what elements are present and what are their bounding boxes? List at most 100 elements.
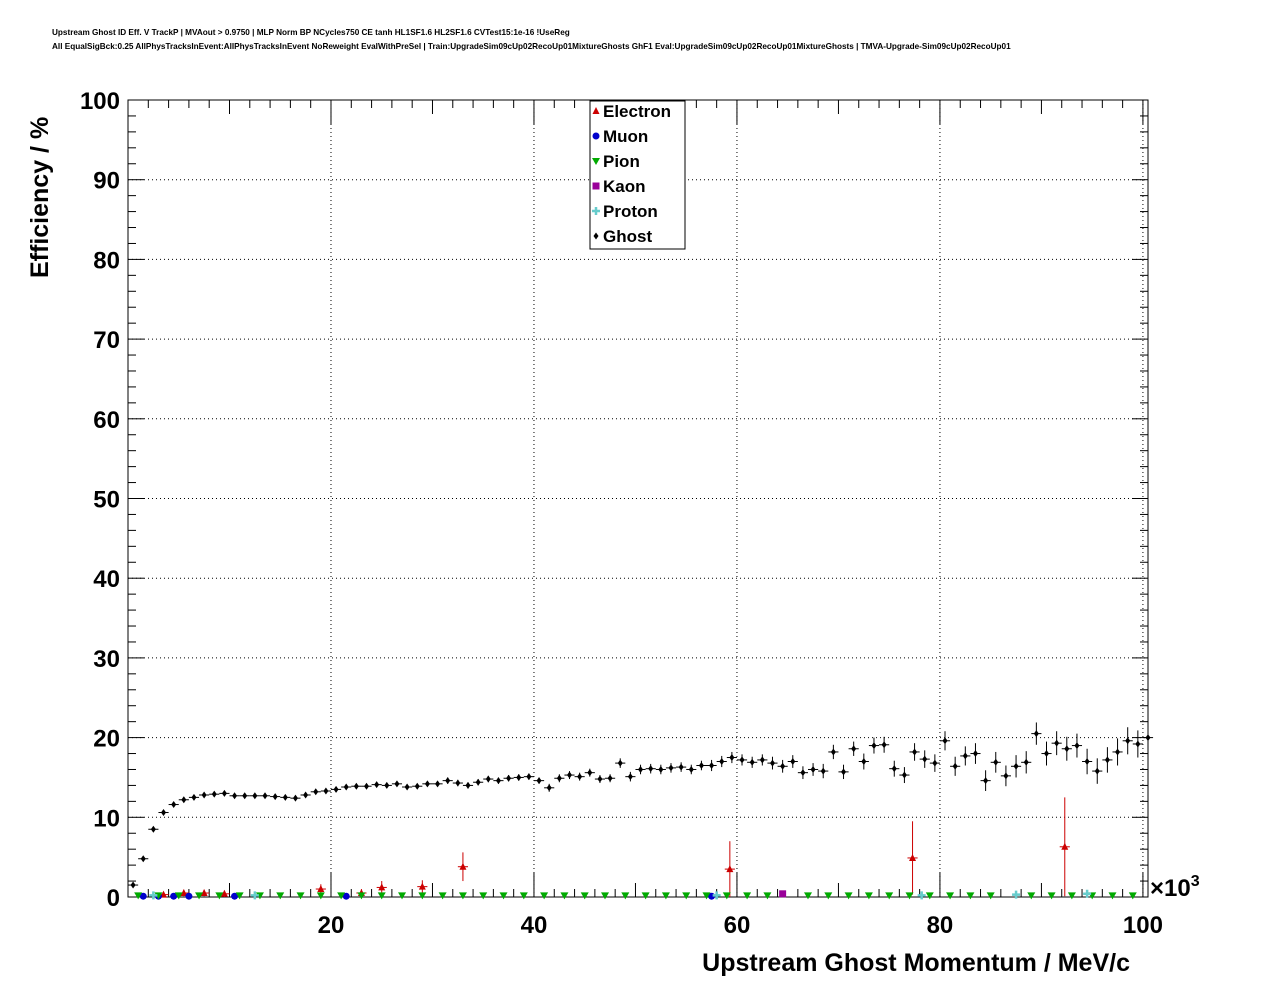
ghost-point [881, 741, 887, 749]
pion-point [134, 892, 143, 900]
ghost-point [922, 755, 928, 763]
ghost-point [404, 783, 410, 791]
ghost-point [709, 761, 715, 769]
pion-point [702, 892, 711, 900]
ghost-point [282, 793, 288, 801]
pion-point [418, 892, 427, 900]
muon-point [231, 892, 239, 900]
ghost-point [749, 758, 755, 766]
ghost-point [303, 791, 309, 799]
y-tick-label: 100 [80, 88, 120, 115]
ghost-point [211, 790, 217, 798]
ghost-point [952, 762, 958, 770]
x-tick-label: 100 [1123, 912, 1163, 939]
ghost-point [841, 768, 847, 776]
pion-point [905, 892, 914, 900]
pion-point [641, 892, 650, 900]
legend-label-muon: Muon [603, 127, 648, 146]
series-pion [134, 892, 1137, 900]
x-tick-label: 60 [724, 912, 751, 939]
y-tick-label: 60 [93, 407, 120, 434]
ghost-point [455, 779, 461, 787]
ghost-point [780, 762, 786, 770]
legend-label-proton: Proton [603, 202, 658, 221]
ghost-point [739, 756, 745, 764]
ghost-point [617, 759, 623, 767]
electron-point [378, 883, 386, 891]
legend-marker-kaon [592, 182, 600, 190]
kaon-point [779, 890, 787, 898]
ghost-point [485, 775, 491, 783]
ghost-point [516, 773, 522, 781]
pion-point [1067, 892, 1076, 900]
y-tick-label: 80 [93, 247, 120, 274]
ghost-point [901, 771, 907, 779]
ghost-point [1135, 740, 1141, 748]
pion-point [458, 892, 467, 900]
x-tick-label: 40 [521, 912, 548, 939]
y-tick-label: 30 [93, 646, 120, 673]
ghost-point [475, 778, 481, 786]
legend-marker-proton [592, 207, 600, 215]
ghost-point [323, 787, 329, 795]
ghost-point [1115, 748, 1121, 756]
ghost-point [536, 777, 542, 785]
ghost-point [1003, 772, 1009, 780]
chart-title-block: Upstream Ghost ID Eff. V TrackP | MVAout… [52, 26, 1262, 54]
legend-label-pion: Pion [603, 152, 640, 171]
proton-point [1083, 889, 1092, 898]
electron-point [459, 862, 467, 870]
ghost-point [364, 782, 370, 790]
ghost-point [851, 745, 857, 753]
ghost-point [912, 748, 918, 756]
y-tick-label: 50 [93, 487, 120, 514]
ghost-point [242, 792, 248, 800]
legend-marker-muon [592, 132, 600, 140]
ghost-point [424, 780, 430, 788]
legend-marker-ghost [593, 232, 599, 240]
ghost-point [759, 756, 765, 764]
pion-point [398, 892, 407, 900]
ghost-point [556, 774, 562, 782]
y-tick-label: 40 [93, 566, 120, 593]
ghost-point [871, 742, 877, 750]
series-ghost [128, 722, 1154, 889]
x-tick-label: 80 [927, 912, 954, 939]
pion-point [864, 892, 873, 900]
muon-point [342, 892, 350, 900]
ghost-point [658, 765, 664, 773]
ghost-point [820, 767, 826, 775]
ghost-point [150, 825, 156, 833]
grid-layer [128, 100, 1148, 897]
electron-point [1061, 842, 1069, 850]
x-axis-exponent: ×103 [1150, 873, 1200, 902]
ghost-point [577, 773, 583, 781]
pion-point [195, 892, 204, 900]
ghost-point [861, 758, 867, 766]
electron-point [220, 889, 228, 897]
pion-point [296, 892, 305, 900]
electron-point [200, 889, 208, 897]
ghost-point [607, 774, 613, 782]
ghost-point [130, 881, 136, 889]
ghost-point [668, 764, 674, 772]
ghost-point [292, 794, 298, 802]
ghost-point [1125, 737, 1131, 745]
ghost-point [506, 774, 512, 782]
pion-point [682, 892, 691, 900]
proton-point [712, 891, 721, 900]
ghost-point [394, 780, 400, 788]
axes-layer: 0 10 20 30 40 50 60 70 80 90 100 20 40 60 80 100 [80, 88, 1163, 939]
y-tick-label: 10 [93, 805, 120, 832]
y-tick-label: 70 [93, 327, 120, 354]
ghost-point [597, 775, 603, 783]
ghost-point [942, 737, 948, 745]
pion-point [966, 892, 975, 900]
series-kaon [779, 890, 787, 898]
ghost-point [546, 784, 552, 792]
ghost-point [891, 765, 897, 773]
proton-point [1012, 890, 1021, 899]
ghost-point [1054, 739, 1060, 747]
ghost-point [1145, 734, 1151, 742]
